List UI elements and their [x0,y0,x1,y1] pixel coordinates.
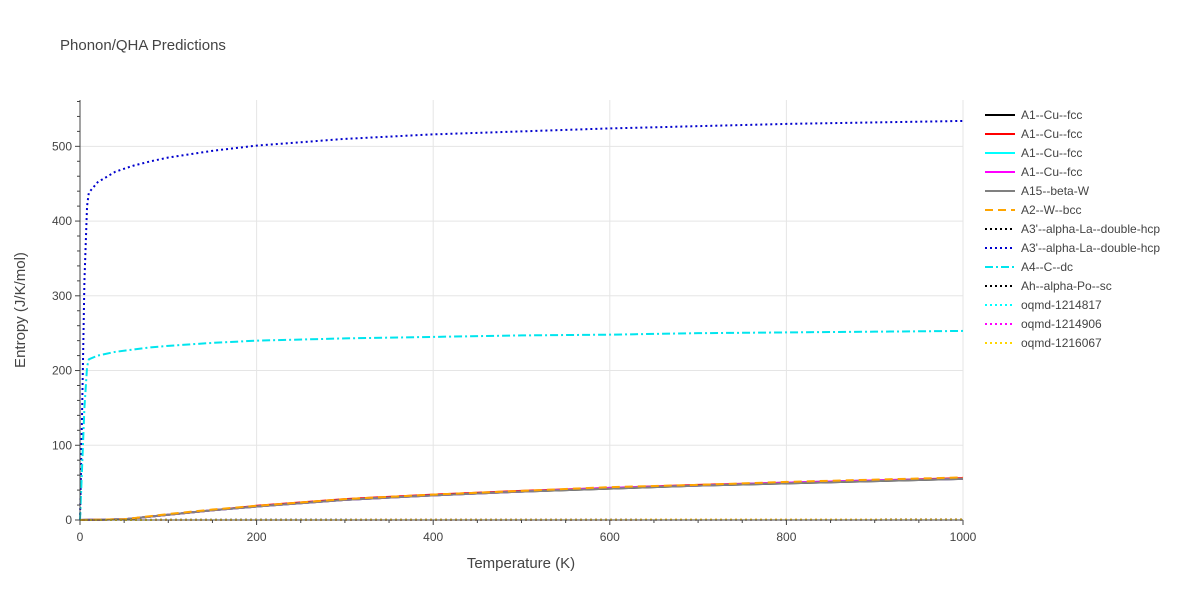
legend-label: A1--Cu--fcc [1021,146,1082,160]
legend-label: A15--beta-W [1021,184,1090,198]
y-tick-label: 500 [52,139,72,153]
y-tick-label: 200 [52,364,72,378]
y-tick-label: 400 [52,214,72,228]
legend-label: Ah--alpha-Po--sc [1021,279,1112,293]
y-axis-label: Entropy (J/K/mol) [12,252,29,368]
y-tick-label: 0 [65,513,72,527]
x-axis-label: Temperature (K) [467,555,575,572]
legend-label: A1--Cu--fcc [1021,108,1082,122]
legend-label: A1--Cu--fcc [1021,165,1082,179]
x-tick-label: 0 [77,530,84,544]
chart-title: Phonon/QHA Predictions [60,37,226,54]
x-tick-label: 400 [423,530,443,544]
legend-label: A3'--alpha-La--double-hcp [1021,222,1160,236]
legend-label: A3'--alpha-La--double-hcp [1021,241,1160,255]
x-tick-label: 600 [600,530,620,544]
legend-label: A4--C--dc [1021,260,1073,274]
y-tick-label: 100 [52,438,72,452]
legend-label: oqmd-1214906 [1021,317,1102,331]
x-tick-label: 800 [776,530,796,544]
legend-label: oqmd-1216067 [1021,336,1102,350]
legend-label: A2--W--bcc [1021,203,1081,217]
y-tick-label: 300 [52,289,72,303]
legend-label: A1--Cu--fcc [1021,127,1082,141]
x-tick-label: 200 [247,530,267,544]
legend-label: oqmd-1214817 [1021,298,1102,312]
x-tick-label: 1000 [950,530,977,544]
